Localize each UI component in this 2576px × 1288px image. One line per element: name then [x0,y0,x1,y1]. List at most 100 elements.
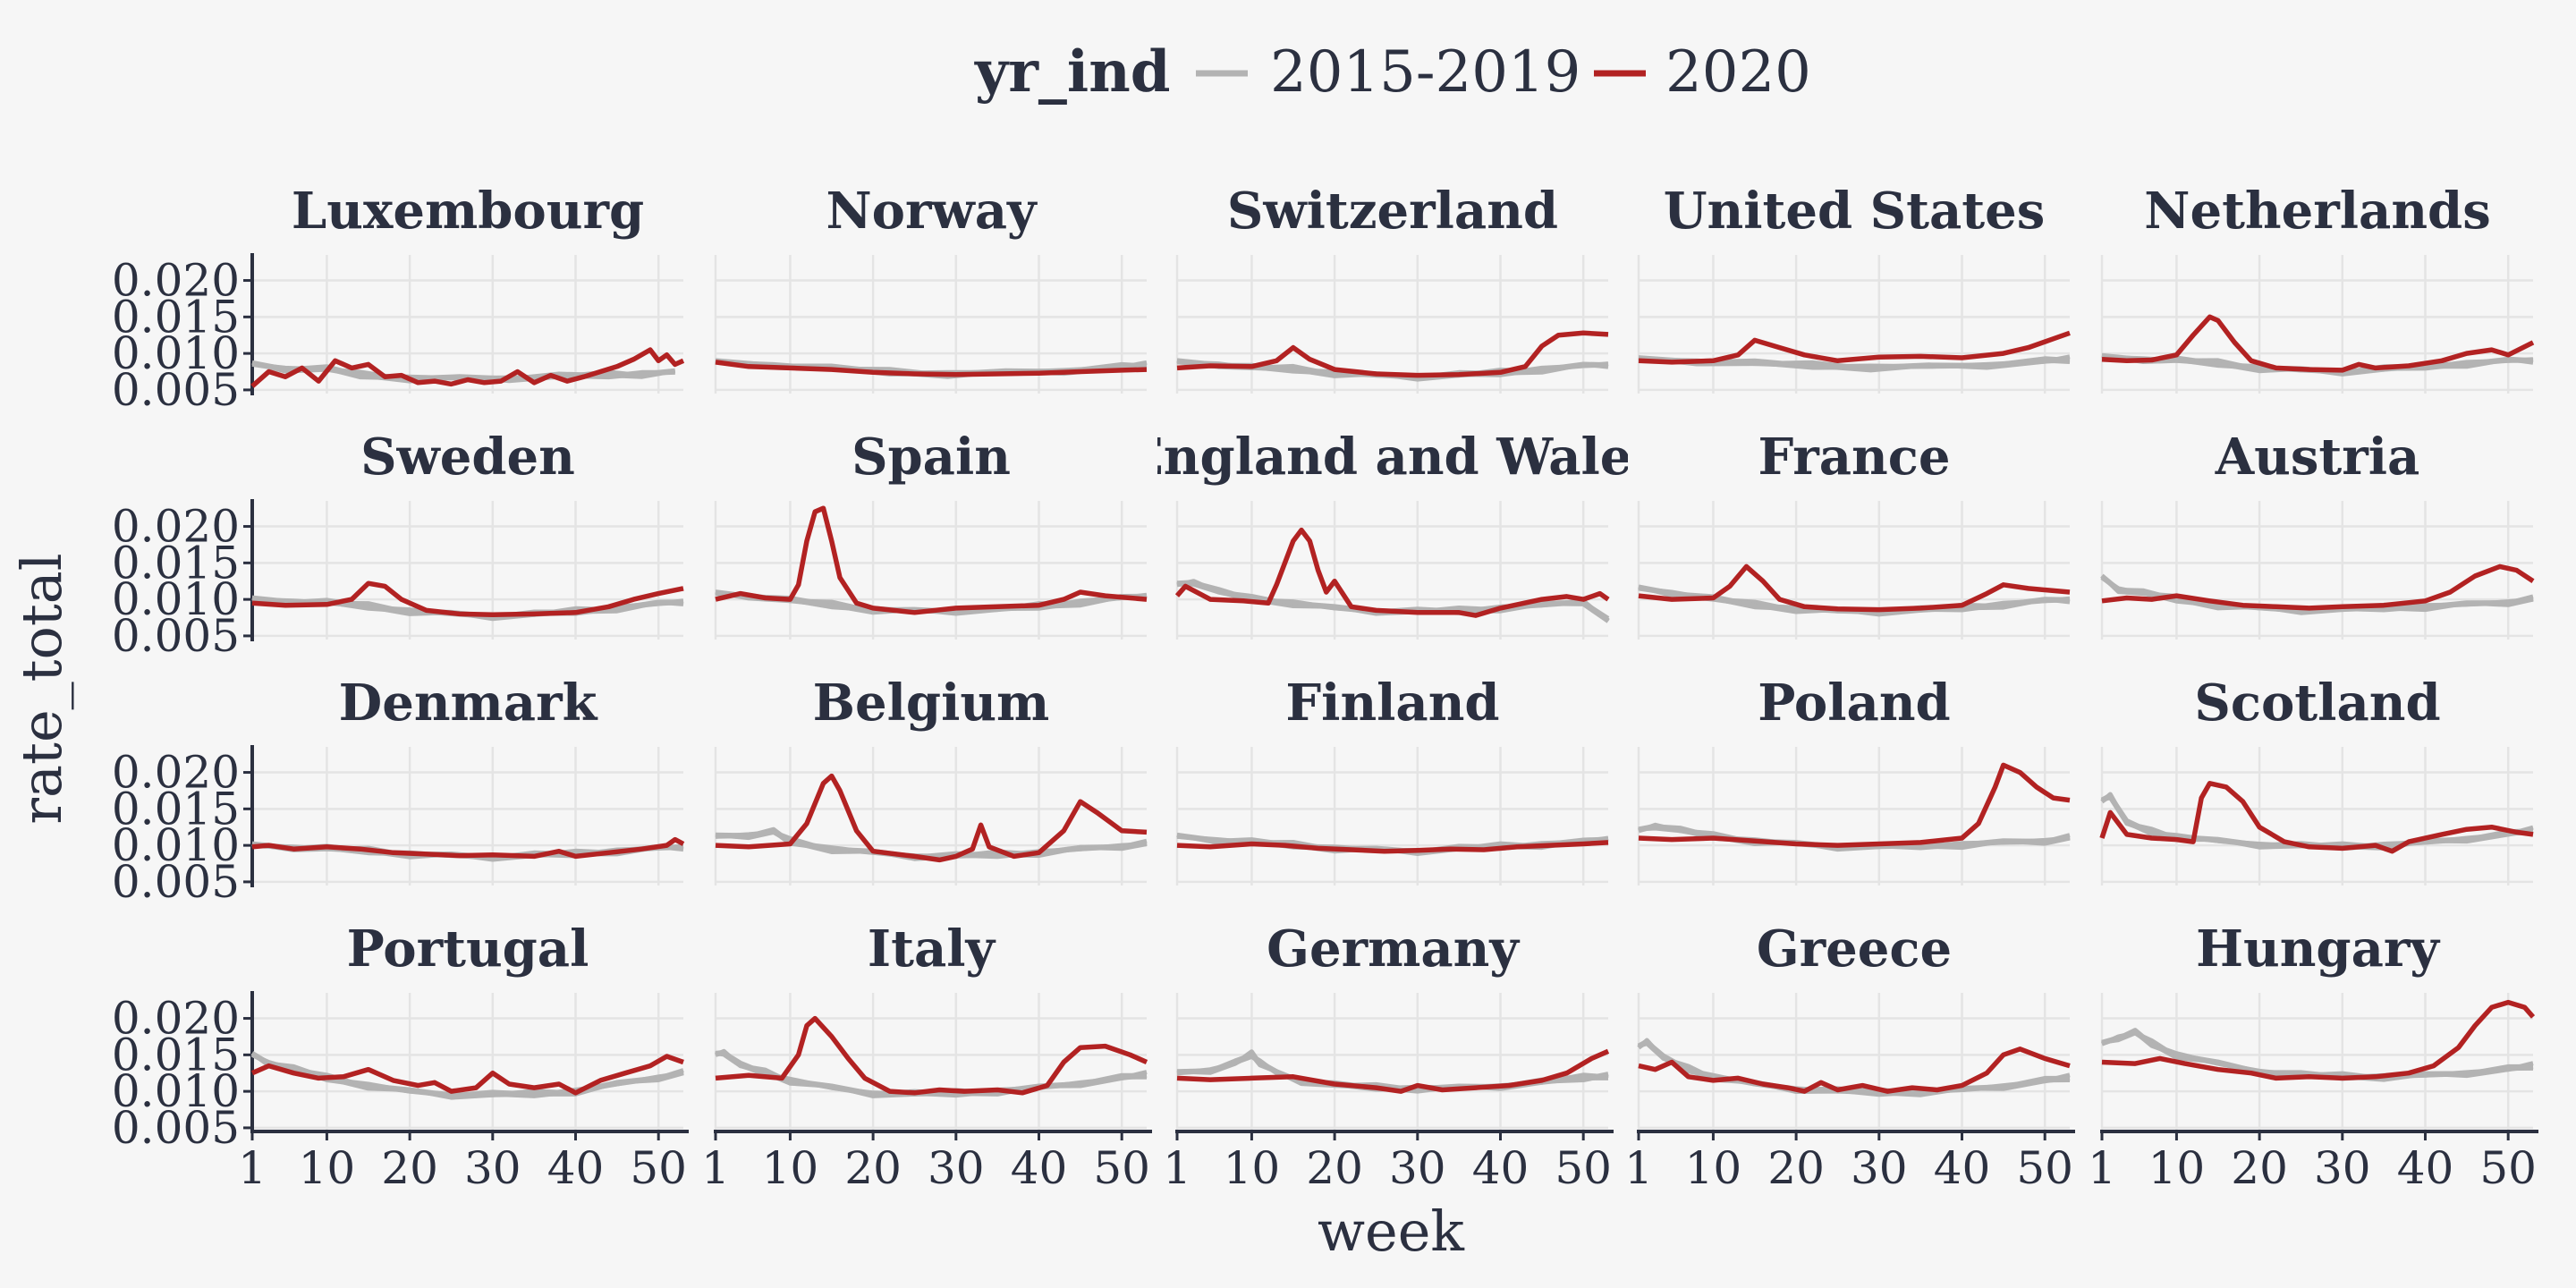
y-tick-label: 0.015 [112,291,240,343]
strip-title-scotland: Scotland [2194,674,2440,733]
y-tick-label: 0.015 [112,783,240,835]
x-tick-label: 10 [2148,1142,2206,1194]
series-2020-line [2101,564,2535,611]
panel-lines [715,1015,1148,1098]
strip-title-spain: Spain [852,428,1011,487]
strip-title-greece: Greece [1757,919,1952,979]
legend: yr_ind 2015-2019 2020 [974,38,1811,106]
y-tick-label: 0.010 [112,819,240,871]
strip-title-germany: Germany [1267,919,1520,979]
panel-lines [1176,330,1609,382]
panel-switzerland: Switzerland [1175,182,1609,394]
series-2015-2019-line [1637,1039,2071,1097]
strip-title-netherlands: Netherlands [2144,182,2491,241]
legend-title: yr_ind [974,38,1171,106]
panel-lines [1638,330,2071,373]
series-2020-line [715,505,1148,615]
x-tick-label: 30 [1389,1142,1446,1194]
panel-netherlands: Netherlands [2100,182,2535,394]
series-2020-line [1638,330,2071,365]
x-tick-label: 1 [2088,1142,2116,1194]
strip-title-portugal: Portugal [347,919,589,979]
panel-united-states: United States [1637,182,2071,394]
panel-france: France [1637,428,2071,640]
panel-finland: Finland [1175,674,1609,886]
y-tick-label: 0.020 [112,501,240,553]
panel-austria: Austria [2100,428,2535,640]
x-tick-label: 1 [238,1142,267,1194]
series-2020-line [1638,564,2071,613]
series-2015-2019-line [715,1050,1148,1097]
series-2020-line [2099,781,2534,854]
x-tick-label: 50 [2016,1142,2073,1194]
y-tick-label: 0.010 [112,1065,240,1117]
series-2020-line [250,347,685,388]
x-tick-label: 30 [1851,1142,1908,1194]
panel-lines [1638,762,2071,852]
legend-label-2015-2019: 2015-2019 [1270,39,1580,106]
x-tick-label: 40 [1011,1142,1068,1194]
panel-lines [251,580,684,622]
x-tick-label: 30 [464,1142,521,1194]
strip-title-italy: Italy [868,919,996,979]
series-2020-line [1638,762,2071,848]
series-2020-line [251,580,684,618]
panel-hungary: Hungary [2100,919,2538,1133]
strip-title-switzerland: Switzerland [1227,182,1558,241]
series-2020-line [251,836,685,860]
x-tick-label: 50 [2479,1142,2537,1194]
x-tick-label: 20 [2231,1142,2288,1194]
strip-title-sweden: Sweden [360,428,575,487]
strip-title-england-and-wales: England and Wales [1125,428,1660,487]
y-tick-label: 0.005 [112,856,240,908]
series-2020-line [715,773,1148,863]
panel-lines [250,347,685,388]
x-tick-label: 1 [1163,1142,1191,1194]
panel-belgium: Belgium [714,674,1148,886]
y-tick-label: 0.005 [112,610,240,662]
panel-germany: Germany [1175,919,1614,1133]
x-tick-label: 40 [547,1142,605,1194]
strip-title-norway: Norway [826,182,1038,241]
x-tick-label: 10 [1685,1142,1742,1194]
strip-title-france: France [1758,428,1950,487]
panel-lines [1176,832,1609,856]
y-tick-label: 0.020 [112,255,240,307]
y-tick-label: 0.005 [112,364,240,416]
series-2015-2019-line [2100,793,2534,851]
legend-label-2020: 2020 [1665,39,1811,106]
x-axis-tick-labels: 1 10 20 30 40 50 1 10 20 30 40 50 1 10 20 30 40 50 1 10 20 30… [238,1131,2537,1194]
x-tick-label: 20 [1767,1142,1825,1194]
series-2015-2019-line [251,361,675,382]
y-tick-label: 0.005 [112,1102,240,1154]
y-tick-label: 0.015 [112,1029,240,1080]
strip-title-finland: Finland [1285,674,1499,733]
series-2015-2019-line [715,1050,1147,1097]
panel-lines [1637,1038,2071,1097]
x-tick-label: 30 [2314,1142,2371,1194]
x-tick-label: 50 [1093,1142,1150,1194]
strip-title-luxembourg: Luxembourg [292,182,644,241]
series-2020-line [1174,527,1610,618]
x-tick-label: 30 [928,1142,985,1194]
x-axis-title: week [1318,1199,1464,1264]
panel-lines [251,836,685,862]
strip-title-united-states: United States [1664,182,2046,241]
strip-title-austria: Austria [2215,428,2420,487]
x-tick-label: 20 [844,1142,902,1194]
y-tick-label: 0.015 [112,537,240,589]
panel-lines [1638,564,2071,617]
panel-greece: Greece [1637,919,2075,1133]
x-tick-label: 10 [299,1142,356,1194]
x-tick-label: 50 [1555,1142,1612,1194]
series-2020-line [1176,330,1609,378]
panel-lines [1176,1048,1610,1094]
x-tick-label: 40 [2397,1142,2454,1194]
panel-lines [715,358,1148,379]
panel-lines [250,1051,684,1100]
y-tick-label: 0.010 [112,573,240,625]
